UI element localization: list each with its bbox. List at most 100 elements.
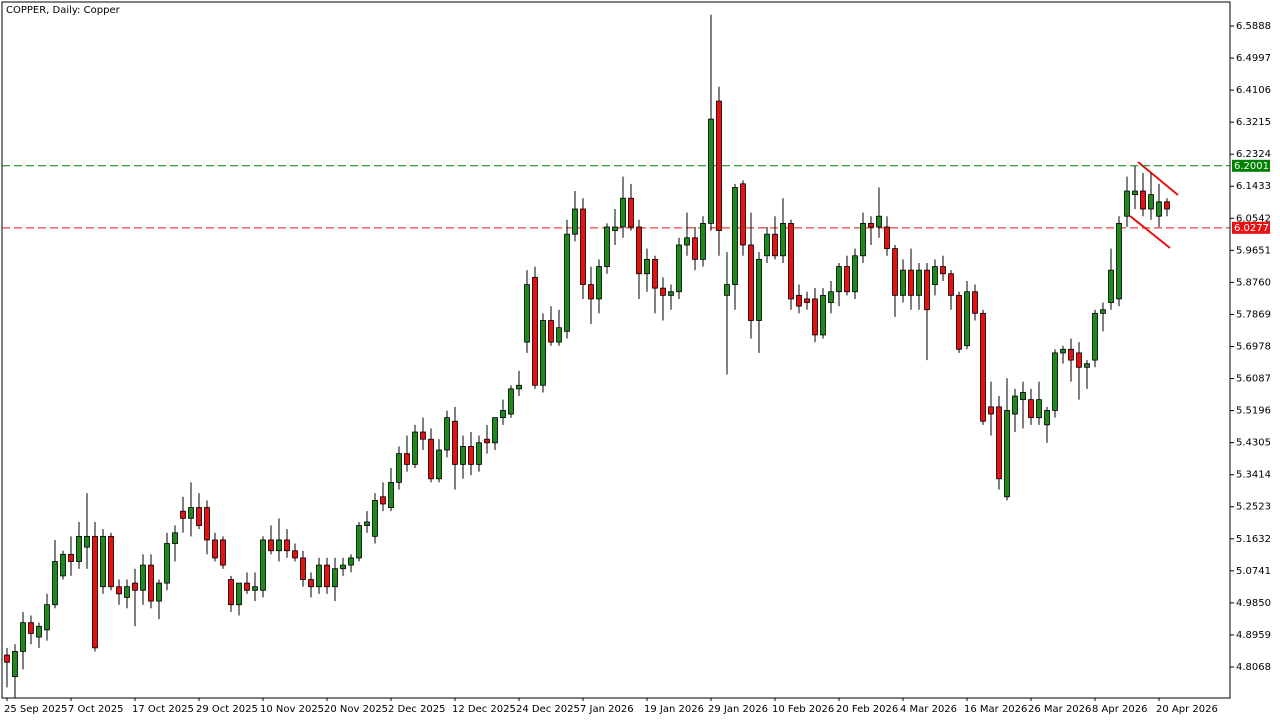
candle-body [812,298,818,336]
x-tick-label: 20 Feb 2026 [836,704,898,715]
candle-body [196,507,202,526]
candle-body [484,438,490,444]
candle-body [364,521,370,526]
level-label: 6.2001 [1234,161,1269,172]
x-tick-label: 10 Nov 2025 [260,704,324,715]
candle-body [996,406,1002,480]
x-tick-label: 19 Jan 2026 [644,704,704,715]
candle-body [36,625,42,638]
y-tick-label: 6.4106 [1236,85,1271,96]
candle-body [748,244,754,321]
candle-body [716,100,722,231]
y-tick-label: 5.7869 [1236,309,1271,320]
candle-body [468,446,474,465]
candle-body [324,564,330,588]
candle-body [116,586,122,595]
candle-body [964,291,970,347]
candle-body [316,564,322,588]
x-tick-label: 20 Nov 2025 [324,704,388,715]
candle-body [396,453,402,483]
candle-body [980,312,986,422]
candle-body [652,258,658,289]
candle-body [836,266,842,293]
candle-body [556,327,562,343]
candle-body [940,266,946,275]
candle-body [92,535,98,649]
candle-body [388,481,394,508]
candle-body [140,564,146,591]
candle-body [684,237,690,246]
candle-body [772,233,778,257]
candle-body [916,269,922,296]
candle-body [436,449,442,480]
y-tick-label: 6.0542 [1236,213,1271,224]
x-tick-label: 7 Jan 2026 [580,704,634,715]
candle-body [724,284,730,296]
candle-body [292,550,298,559]
candle-body [1028,399,1034,419]
y-tick-label: 6.1433 [1236,181,1271,192]
candle-body [820,294,826,336]
candle-body [676,244,682,293]
y-tick-label: 5.0741 [1236,566,1271,577]
y-tick-label: 5.6087 [1236,374,1271,385]
candle-body [924,269,930,311]
candle-body [1084,363,1090,368]
x-tick-label: 2 Dec 2025 [388,704,446,715]
candle-body [1124,190,1130,217]
candle-body [884,226,890,249]
y-tick-label: 5.2523 [1236,502,1271,513]
candle-body [796,294,802,307]
y-tick-label: 6.2324 [1236,149,1271,160]
candle-body [300,557,306,580]
candle-body [540,320,546,386]
x-tick-label: 26 Mar 2026 [1028,704,1091,715]
plot-frame [1,1,1231,699]
candle-body [548,320,554,343]
candle-body [1140,190,1146,210]
y-tick-label: 4.8068 [1236,662,1271,673]
candle-body [228,579,234,606]
candle-body [348,557,354,566]
candle-body [564,233,570,332]
candle-body [236,582,242,606]
candle-body [244,582,250,591]
candle-body [1044,410,1050,426]
y-tick-label: 4.9850 [1236,598,1271,609]
candle-body [492,417,498,444]
candle-body [404,453,410,465]
candle-body [1020,392,1026,401]
candle-body [732,187,738,285]
x-tick-label: 4 Mar 2026 [900,704,957,715]
candle-body [180,510,186,519]
y-tick-label: 5.9651 [1236,245,1271,256]
candle-body [476,442,482,465]
candle-body [660,287,666,296]
candle-body [148,564,154,602]
candle-body [620,197,626,228]
candle-body [892,248,898,296]
candle-body [212,539,218,559]
candle-body [164,543,170,584]
candle-body [84,535,90,548]
candle-body [420,431,426,440]
candle-body [76,535,82,562]
candle-body [380,496,386,505]
y-tick-label: 5.8760 [1236,277,1271,288]
trend-line [1129,215,1171,249]
candle-body [932,266,938,285]
y-tick-label: 5.4305 [1236,438,1271,449]
candle-body [900,269,906,296]
candle-body [12,651,18,678]
candle-body [220,539,226,566]
candle-body [108,535,114,588]
candle-body [204,507,210,541]
candle-body [1012,395,1018,415]
candle-body [612,226,618,231]
x-tick-label: 24 Dec 2025 [516,704,580,715]
x-tick-label: 16 Mar 2026 [964,704,1027,715]
candle-body [844,266,850,293]
candle-body [948,273,954,296]
candle-body [1036,399,1042,419]
